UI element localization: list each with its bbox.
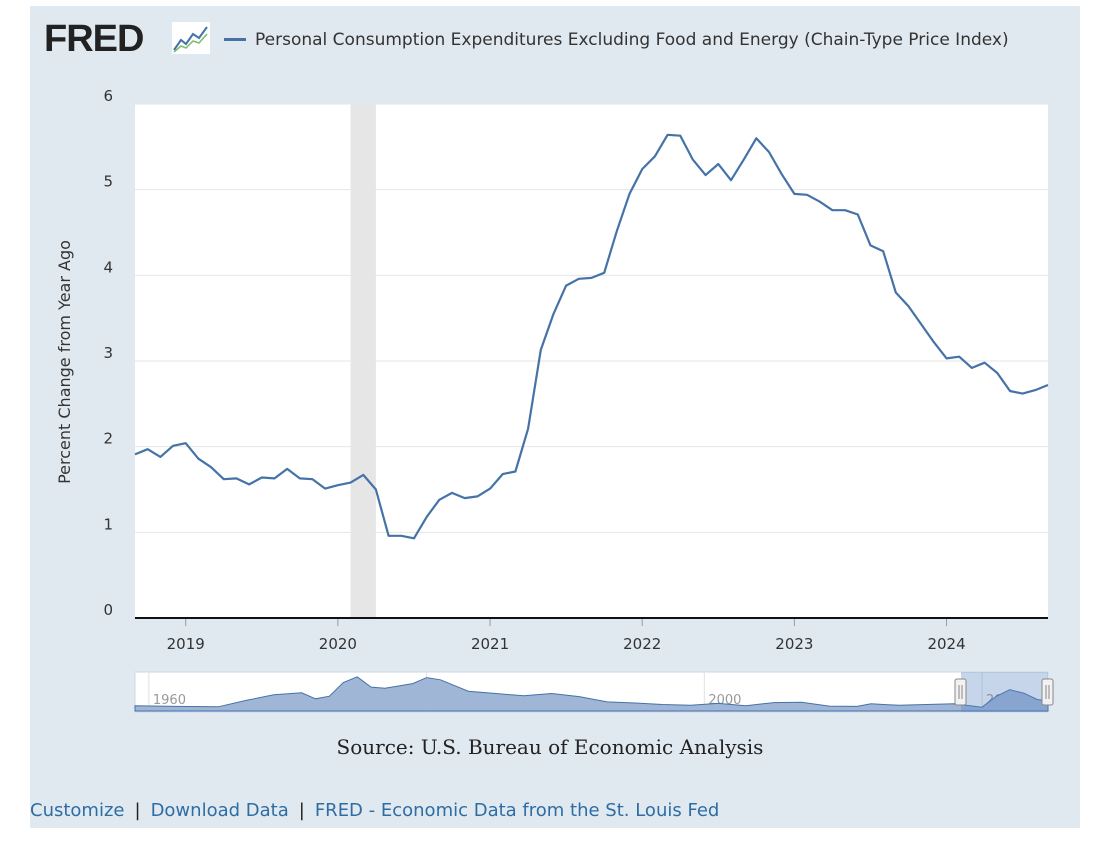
y-tick-label: 2 (103, 430, 113, 448)
navigator-selection[interactable] (961, 672, 1048, 712)
x-tick-label: 2020 (319, 635, 357, 653)
customize-link[interactable]: Customize (30, 800, 125, 821)
line-chart: 0 1 2 3 4 5 6 2019 2020 2021 2022 2023 2024 Percent… (55, 87, 1054, 713)
navigator-right-handle[interactable] (1041, 678, 1054, 706)
source-note: Source: U.S. Bureau of Economic Analysis (336, 735, 764, 759)
y-tick-label: 5 (103, 173, 113, 191)
legend-series-title[interactable]: Personal Consumption Expenditures Exclud… (255, 30, 1009, 50)
y-tick-label: 6 (103, 87, 113, 105)
footer-separator: | (298, 800, 305, 821)
series-line (134, 133, 1049, 540)
x-tick-label: 2023 (775, 635, 813, 653)
y-tick-label: 0 (103, 601, 113, 619)
footer-links: Customize | Download Data | FRED - Economic … (30, 800, 719, 821)
y-axis-label: Percent Change from Year Ago (55, 240, 74, 484)
y-tick-label: 4 (103, 258, 113, 276)
navigator-left-handle[interactable] (954, 678, 967, 706)
legend-swatch (224, 38, 246, 41)
footer-separator: | (134, 800, 141, 821)
y-tick-label: 1 (103, 515, 113, 533)
fred-home-link[interactable]: FRED - Economic Data from the St. Louis … (314, 800, 720, 821)
x-tick-label: 2024 (927, 635, 965, 653)
x-tick-label: 2021 (471, 635, 509, 653)
fred-logo[interactable]: FRED (44, 18, 144, 60)
download-data-link[interactable]: Download Data (150, 800, 289, 821)
x-tick-label: 2022 (623, 635, 661, 653)
navigator-tick-label: 1960 (153, 693, 186, 708)
y-tick-label: 3 (103, 344, 113, 362)
navigator[interactable]: 1960198020002020 (134, 671, 1054, 713)
x-tick-label: 2019 (167, 635, 205, 653)
fred-logo-graph-icon (172, 22, 210, 54)
navigator-series-area (134, 676, 1049, 712)
